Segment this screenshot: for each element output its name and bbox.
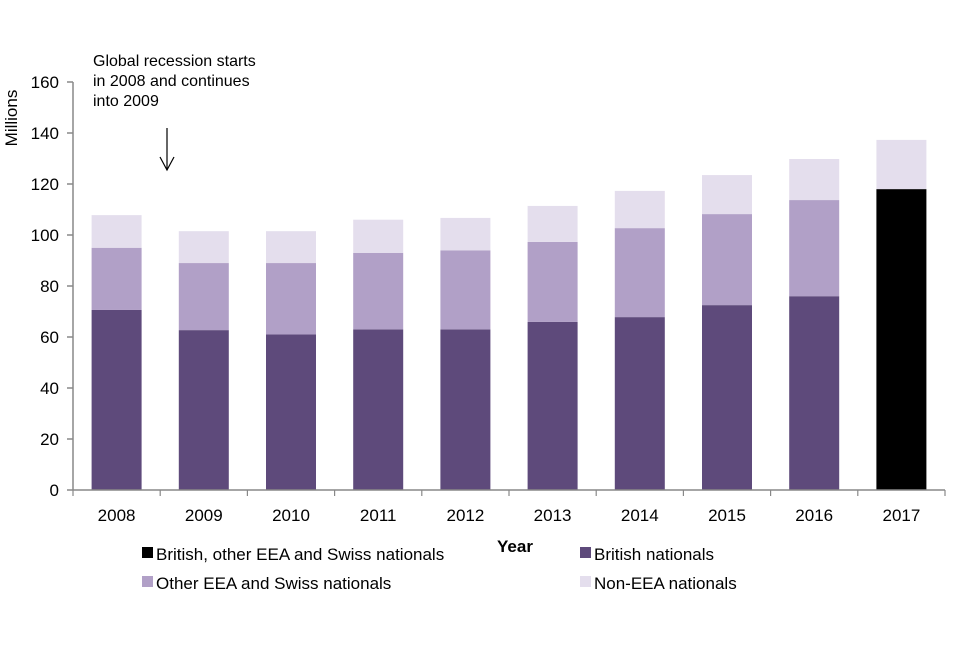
x-tick-label: 2017 <box>882 506 920 525</box>
y-tick-label: 60 <box>40 328 59 347</box>
y-tick-label: 40 <box>40 379 59 398</box>
annotation-line-2: in 2008 and continues <box>93 73 250 90</box>
bar-segment <box>91 247 142 310</box>
legend-label: Non-EEA nationals <box>594 574 737 593</box>
bar-segment <box>702 175 752 215</box>
bar-segment <box>178 263 229 331</box>
legend-item: Non-EEA nationals <box>580 574 737 593</box>
x-tick-label: 2015 <box>708 506 746 525</box>
legend-item: Other EEA and Swiss nationals <box>142 574 391 593</box>
bar-segment <box>178 330 229 490</box>
legend-swatch <box>142 547 153 558</box>
bars-group <box>91 139 927 490</box>
bar-segment <box>266 334 316 490</box>
y-tick-label: 0 <box>50 481 59 500</box>
bar-segment <box>353 329 404 490</box>
legend-label: British, other EEA and Swiss nationals <box>156 545 444 564</box>
legend-label: Other EEA and Swiss nationals <box>156 574 391 593</box>
legend-swatch <box>142 576 153 587</box>
bar-segment <box>789 159 840 201</box>
x-tick-label: 2012 <box>446 506 484 525</box>
bar-segment <box>789 296 840 490</box>
legend-item: British, other EEA and Swiss nationals <box>142 545 444 564</box>
bar-segment <box>702 305 752 490</box>
y-ticks-group: 0 20 40 60 80 100 120 140 160 <box>31 73 73 500</box>
bar-segment <box>614 317 665 490</box>
bar-segment <box>614 190 665 229</box>
bar-segment <box>876 189 927 490</box>
y-axis-title: Millions <box>2 90 21 147</box>
x-tick-label: 2013 <box>534 506 572 525</box>
bar-segment <box>702 214 752 306</box>
bar-segment <box>527 241 578 322</box>
bar-segment <box>178 231 229 264</box>
bar-segment <box>527 321 578 490</box>
x-tick-label: 2009 <box>185 506 223 525</box>
annotation-line-3: into 2009 <box>93 93 159 110</box>
bar-segment <box>789 200 840 297</box>
x-tick-label: 2010 <box>272 506 310 525</box>
x-axis-title: Year <box>497 537 533 556</box>
y-tick-label: 140 <box>31 124 59 143</box>
x-tick-label: 2014 <box>621 506 659 525</box>
bar-segment <box>876 139 927 190</box>
bar-segment <box>527 205 578 242</box>
y-tick-label: 80 <box>40 277 59 296</box>
x-tick-label: 2016 <box>795 506 833 525</box>
bar-segment <box>614 228 665 318</box>
x-ticks-group: 2008 2009 2010 2011 2012 2013 2014 2015 2016 2017 <box>72 490 946 525</box>
bar-segment <box>440 250 491 330</box>
y-tick-label: 20 <box>40 430 59 449</box>
legend: British, other EEA and Swiss nationals Br… <box>142 545 737 593</box>
legend-swatch <box>580 576 591 587</box>
bar-segment <box>440 329 491 490</box>
bar-segment <box>353 219 404 253</box>
bar-segment <box>440 217 491 251</box>
y-tick-label: 120 <box>31 175 59 194</box>
annotation-line-1: Global recession starts <box>93 53 256 70</box>
bar-segment <box>91 215 142 248</box>
bar-segment <box>266 263 316 335</box>
legend-swatch <box>580 547 591 558</box>
bar-segment <box>91 309 142 490</box>
bar-segment <box>353 252 404 330</box>
y-tick-label: 160 <box>31 73 59 92</box>
x-tick-label: 2008 <box>98 506 136 525</box>
bar-segment <box>266 231 316 264</box>
legend-item: British nationals <box>580 545 714 564</box>
x-tick-label: 2011 <box>360 506 397 525</box>
annotation: Global recession starts in 2008 and cont… <box>93 53 256 172</box>
y-tick-label: 100 <box>31 226 59 245</box>
arrow-down-icon <box>159 128 175 172</box>
legend-label: British nationals <box>594 545 714 564</box>
